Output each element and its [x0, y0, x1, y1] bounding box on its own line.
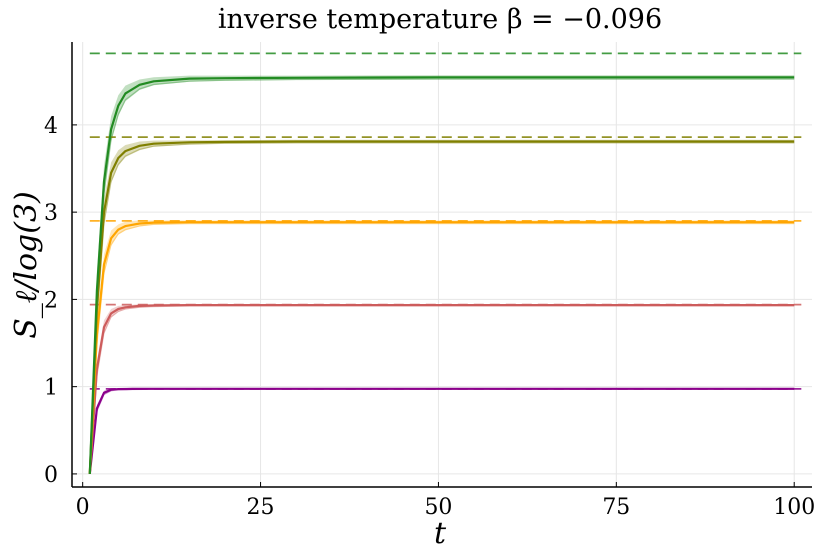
series-1-line: [88, 387, 795, 475]
x-axis-label: t: [434, 516, 447, 551]
confidence-bands: [89, 75, 795, 474]
series-5-trace: [89, 78, 795, 474]
x-tick-label: 0: [76, 495, 90, 520]
y-tick-label: 0: [44, 463, 58, 488]
x-tick-label: 50: [424, 495, 452, 520]
y-tick-label: 3: [44, 201, 58, 226]
chart-title: inverse temperature β = −0.096: [218, 4, 662, 35]
y-tick-label: 1: [44, 376, 58, 401]
y-tick-label: 2: [44, 288, 58, 313]
series-lines: [88, 76, 795, 475]
series-5-band: [89, 75, 795, 474]
grid: [72, 42, 812, 487]
series-5-line: [88, 76, 795, 474]
tick-labels: 0 25 50 75 100 0 1 2 3 4: [44, 114, 815, 520]
series-4-band: [89, 139, 795, 474]
series-4-line: [88, 140, 795, 474]
series-1-band: [89, 388, 795, 474]
series-2-line: [88, 304, 795, 474]
series-3-band: [89, 220, 795, 474]
x-tick-label: 75: [602, 495, 630, 520]
x-tick-label: 100: [773, 495, 815, 520]
y-axis-label: S_ℓ/log(3): [9, 191, 44, 339]
series-3-line: [88, 221, 795, 474]
x-tick-label: 25: [247, 495, 275, 520]
series-1-trace: [89, 388, 795, 474]
y-tick-label: 4: [44, 114, 58, 139]
series-4-trace: [89, 142, 795, 474]
series-3-trace: [89, 223, 795, 474]
axes: [71, 42, 812, 488]
